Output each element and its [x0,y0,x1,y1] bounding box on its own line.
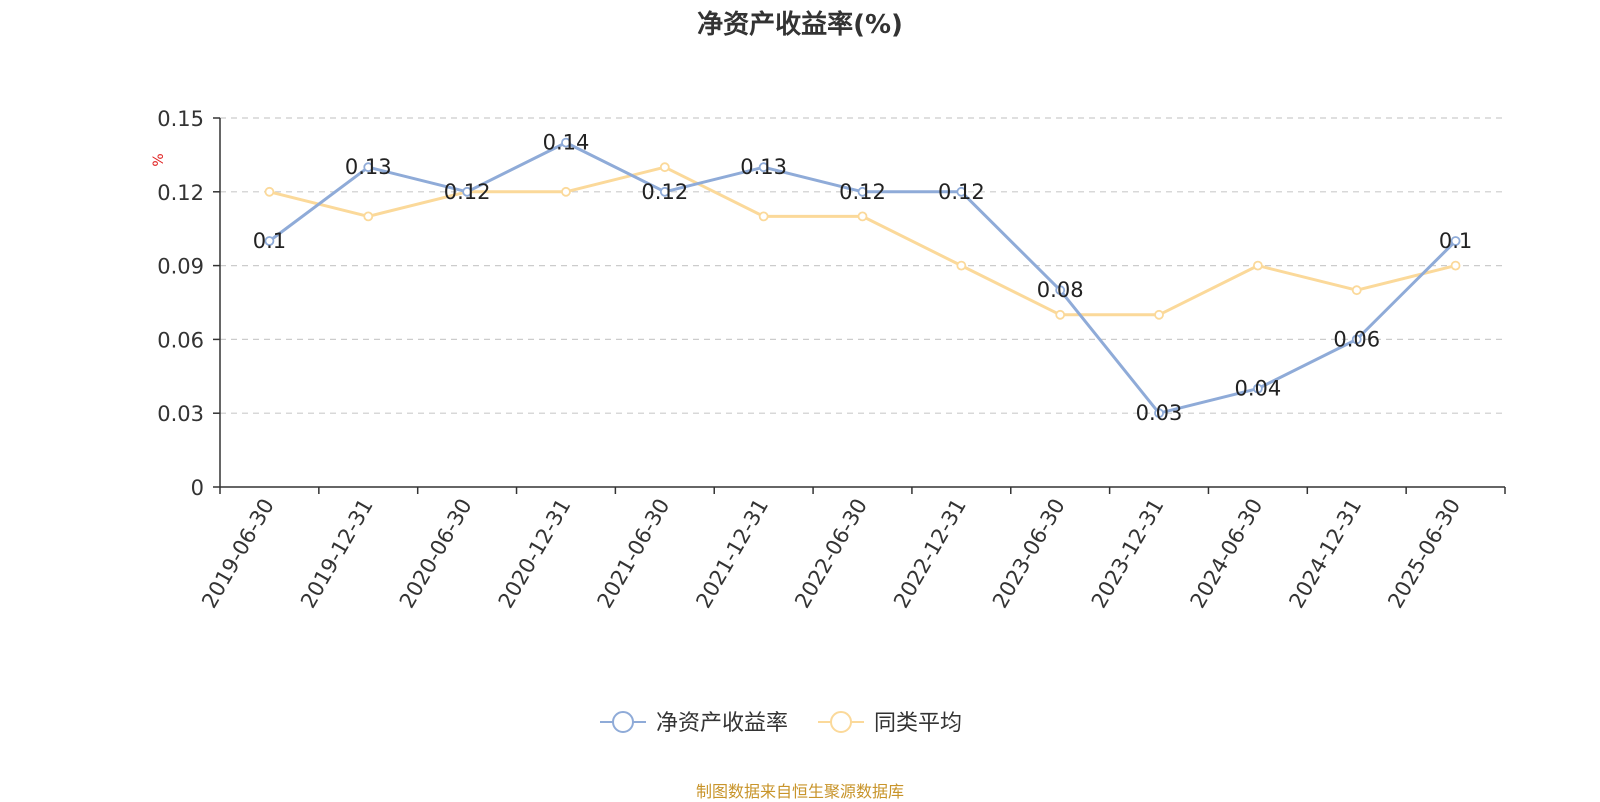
data-label: 0.08 [1037,278,1084,302]
data-point [1055,309,1066,320]
data-labels: 0.1 0.13 0.12 0.14 0.12 0.13 0.12 0.12 0.08 0.03 0… [253,131,1473,426]
data-point [1252,383,1263,394]
data-point [1154,408,1164,419]
y-tick-label: 0.15 [157,107,204,131]
data-point [561,137,571,148]
data-label: 0.13 [740,155,787,179]
legend-item[interactable]: 同类平均 [818,711,962,736]
series-lines [264,137,1461,419]
y-tick-label: 0.12 [157,181,204,205]
data-label: 0.12 [938,180,985,204]
data-label: 0.12 [641,180,688,204]
data-point [264,236,275,246]
x-tick-label: 2020-06-30 [395,494,477,612]
data-point [659,162,670,173]
data-point [857,211,868,222]
data-point [1055,285,1066,296]
y-tick-label: 0.06 [157,328,204,352]
data-point [956,186,967,197]
x-tick-label: 2023-06-30 [988,495,1070,613]
data-label: 0.12 [839,180,886,204]
data-label: 0.04 [1235,377,1282,401]
data-label: 0.03 [1136,401,1183,425]
data-point [462,186,473,197]
x-tick-label: 2019-12-31 [296,495,378,613]
legend-label: 同类平均 [874,711,962,736]
legend-item[interactable]: 净资产收益率 [600,711,788,736]
data-label: 0.13 [345,155,392,179]
data-point [758,162,769,173]
data-label: 0.12 [444,180,491,204]
legend-marker [830,711,852,733]
x-tick-label: 2020-12-31 [494,495,576,613]
data-point [363,162,374,173]
chart-title: 净资产收益率(%) [697,10,903,40]
data-point [1450,260,1461,271]
x-tick-label: 2024-12-31 [1284,495,1366,613]
source-note: 制图数据来自恒生聚源数据库 [695,782,904,801]
data-point [1154,309,1164,320]
x-tick-label: 2024-06-30 [1186,495,1268,613]
data-point [758,211,769,222]
data-point [1450,236,1461,246]
x-tick-label: 2023-12-31 [1087,495,1169,613]
data-label: 0.14 [543,131,590,155]
x-tick-label: 2022-12-31 [889,495,971,613]
x-tick-label: 2021-06-30 [593,495,675,613]
data-point [1351,334,1362,345]
data-point [363,211,374,222]
legend-marker [612,711,634,733]
data-label: 0.1 [253,229,286,253]
x-tick-label: 2021-12-31 [691,495,773,613]
data-point [264,186,275,197]
y-tick-label: 0.09 [157,255,204,279]
data-point [857,186,868,197]
grid-lines [220,117,1505,414]
data-point [1351,285,1362,296]
legend[interactable]: 净资产收益率 同类平均 [600,711,962,736]
data-label: 0.06 [1333,327,1380,351]
x-tick-label: 2019-06-30 [197,495,279,613]
y-axis-label: % [151,153,167,166]
y-tick-label: 0 [191,476,204,500]
data-point [1252,260,1263,271]
y-tick-label: 0.03 [157,402,204,426]
data-point [956,260,967,271]
data-point [561,186,571,197]
legend-label: 净资产收益率 [656,711,788,736]
x-tick-label: 2025-06-30 [1383,495,1465,613]
x-tick-label: 2022-06-30 [790,495,872,613]
data-label: 0.1 [1439,229,1472,253]
data-point [659,186,670,197]
